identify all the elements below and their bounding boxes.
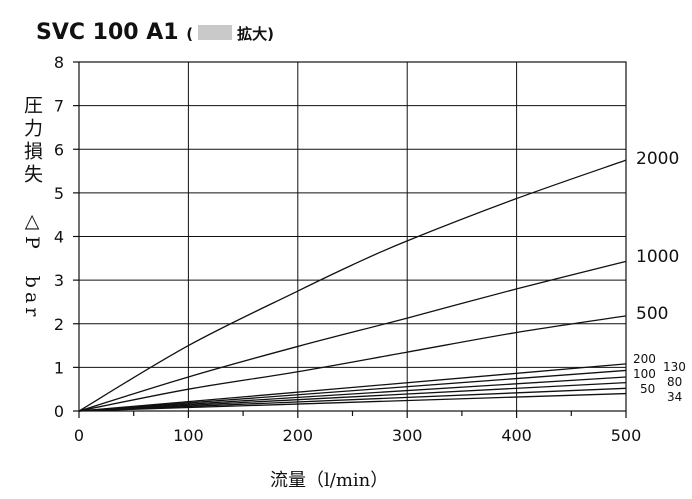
series-label-34: 34	[667, 390, 682, 404]
series-lines	[78, 159, 627, 412]
ticks: 0 1 2 3 4 5 6 7 8 0 100 200 300 400 500	[54, 53, 641, 445]
x-tick-label-300: 300	[392, 426, 423, 445]
title-main: SVC 100 A1	[36, 20, 179, 45]
title-zoom-label: 拡大)	[237, 25, 274, 43]
series-line-130	[78, 369, 627, 412]
series-label-500: 500	[636, 304, 668, 324]
zoom-swatch	[198, 25, 233, 40]
series-label-1000: 1000	[636, 247, 679, 267]
series-label-100: 100	[633, 367, 656, 381]
x-tick-label-200: 200	[283, 426, 314, 445]
x-tick-label-100: 100	[173, 426, 204, 445]
series-line-100	[78, 376, 627, 412]
series-line-34	[78, 392, 627, 412]
grid	[79, 61, 627, 411]
y-tick-label-0: 0	[54, 402, 64, 421]
series-line-1000	[78, 260, 627, 412]
x-tick-label-500: 500	[611, 426, 642, 445]
series-line-50	[78, 387, 627, 412]
y-tick-label-5: 5	[54, 184, 64, 203]
y-axis-label: 圧力損失 △P bar	[21, 95, 43, 321]
x-tick-label-400: 400	[501, 426, 532, 445]
series-line-500	[78, 315, 627, 412]
y-tick-label-7: 7	[54, 97, 64, 116]
y-tick-label-8: 8	[54, 53, 64, 72]
series-line-80	[78, 381, 627, 412]
y-tick-label-6: 6	[54, 140, 64, 159]
x-tick-label-0: 0	[74, 426, 84, 445]
title-paren-open: (	[186, 25, 194, 43]
series-line-200	[78, 363, 627, 412]
series-label-2000: 2000	[636, 149, 679, 169]
x-axis-label: 流量（l/min）	[270, 470, 389, 491]
y-tick-label-4: 4	[54, 228, 64, 247]
series-line-2000	[78, 159, 627, 412]
series-label-130: 130	[663, 360, 686, 374]
series-label-200: 200	[633, 352, 656, 366]
y-tick-label-1: 1	[54, 358, 64, 377]
series-labels: 2000 1000 500 200 130 100 80 50 34	[633, 149, 686, 404]
series-label-50: 50	[640, 382, 655, 396]
y-tick-label-3: 3	[54, 271, 64, 290]
y-tick-label-2: 2	[54, 315, 64, 334]
chart-title: SVC 100 A1 ( 拡大)	[36, 20, 274, 45]
series-label-80: 80	[667, 375, 682, 389]
